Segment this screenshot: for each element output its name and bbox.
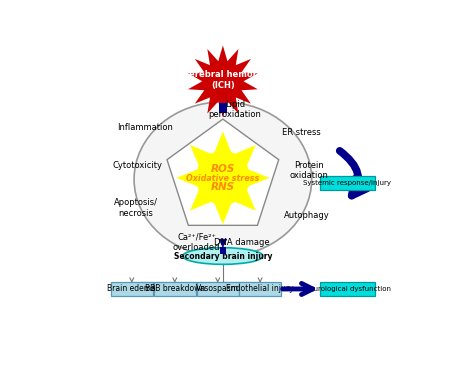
- Polygon shape: [190, 145, 217, 172]
- Text: DNA damage: DNA damage: [214, 238, 269, 247]
- Polygon shape: [212, 131, 234, 159]
- Text: Inflammation: Inflammation: [117, 123, 173, 132]
- Text: Intracerebral hemorrhage
(ICH): Intracerebral hemorrhage (ICH): [161, 70, 284, 90]
- FancyBboxPatch shape: [111, 282, 153, 296]
- FancyBboxPatch shape: [197, 282, 238, 296]
- Text: Protein
oxidation: Protein oxidation: [289, 161, 328, 180]
- Text: Vasospasm: Vasospasm: [196, 284, 239, 293]
- Text: BBB breakdown: BBB breakdown: [145, 284, 205, 293]
- Text: ER stress: ER stress: [283, 128, 321, 137]
- Text: ROS: ROS: [210, 164, 235, 174]
- Text: RNS: RNS: [211, 182, 235, 192]
- Text: Cytotoxicity: Cytotoxicity: [112, 161, 162, 170]
- Polygon shape: [167, 119, 279, 225]
- FancyBboxPatch shape: [239, 282, 281, 296]
- Text: Systemic response/injury: Systemic response/injury: [303, 180, 392, 186]
- Ellipse shape: [183, 248, 263, 264]
- Text: Oxidative stress: Oxidative stress: [186, 174, 259, 183]
- Polygon shape: [190, 183, 217, 211]
- Text: Apoptosis/
necrosis: Apoptosis/ necrosis: [114, 198, 157, 218]
- Text: Ca²⁺/Fe²⁺
overloaded: Ca²⁺/Fe²⁺ overloaded: [173, 232, 220, 252]
- Text: Endothelial injury: Endothelial injury: [226, 284, 294, 293]
- Polygon shape: [242, 167, 269, 189]
- Polygon shape: [188, 45, 258, 117]
- Polygon shape: [219, 103, 227, 113]
- FancyBboxPatch shape: [319, 282, 375, 296]
- Polygon shape: [228, 183, 255, 211]
- Polygon shape: [228, 145, 255, 172]
- FancyBboxPatch shape: [154, 282, 196, 296]
- Text: Lipid
peroxidation: Lipid peroxidation: [209, 100, 261, 119]
- Polygon shape: [176, 167, 204, 189]
- Ellipse shape: [134, 102, 312, 257]
- Text: Autophagy: Autophagy: [283, 211, 329, 219]
- Polygon shape: [220, 247, 226, 254]
- Polygon shape: [212, 197, 234, 224]
- Text: Neurological dysfunction: Neurological dysfunction: [304, 286, 391, 292]
- Circle shape: [197, 151, 249, 204]
- Text: Secondary brain injury: Secondary brain injury: [173, 251, 272, 260]
- FancyBboxPatch shape: [319, 176, 375, 190]
- Text: Brain edema: Brain edema: [107, 284, 156, 293]
